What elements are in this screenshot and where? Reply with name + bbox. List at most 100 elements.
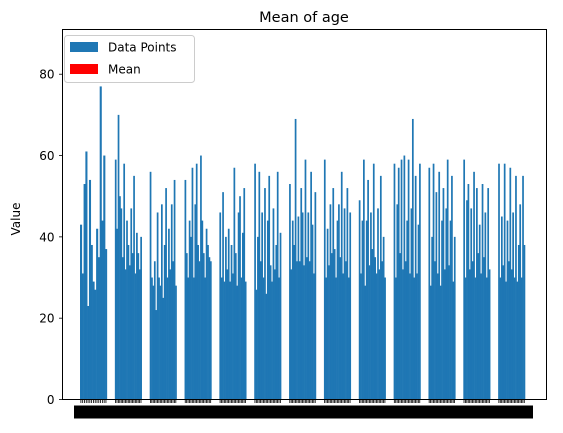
- data-bar: [505, 281, 507, 400]
- data-bar: [428, 167, 431, 400]
- data-bar: [435, 192, 438, 400]
- data-bar: [523, 244, 526, 400]
- data-bar: [138, 269, 141, 400]
- chart-title: Mean of age: [259, 10, 349, 26]
- data-bar: [333, 249, 336, 400]
- data-bar: [436, 273, 439, 400]
- data-bar: [445, 208, 448, 400]
- data-bar: [297, 216, 300, 400]
- data-bar: [237, 212, 240, 400]
- data-bar: [453, 236, 456, 400]
- data-bar: [128, 265, 131, 400]
- data-bar: [368, 265, 371, 400]
- data-bar: [499, 277, 502, 400]
- data-bar: [201, 220, 204, 400]
- data-bar: [117, 114, 120, 400]
- data-bar: [226, 269, 229, 400]
- data-bar: [396, 204, 399, 400]
- data-bar: [134, 273, 137, 400]
- data-bar: [375, 273, 378, 400]
- data-bar: [478, 224, 481, 400]
- data-bar: [406, 220, 409, 400]
- data-bar: [367, 179, 369, 400]
- data-bar: [325, 277, 328, 400]
- y-tick-label: 20: [39, 312, 54, 326]
- data-bar: [342, 273, 344, 400]
- data-bar: [130, 208, 133, 400]
- data-bar: [272, 208, 275, 400]
- legend-label-mean: Mean: [108, 63, 141, 77]
- data-bar: [448, 265, 450, 400]
- data-bar: [371, 249, 374, 400]
- data-bar: [222, 192, 224, 400]
- y-tick-label: 0: [47, 393, 55, 407]
- data-bar: [114, 159, 117, 400]
- data-bar: [432, 163, 435, 400]
- data-bar: [512, 212, 514, 400]
- data-bar: [508, 261, 510, 400]
- data-bar: [464, 277, 467, 400]
- data-bar: [94, 289, 97, 400]
- data-bar: [407, 159, 410, 400]
- data-bar: [304, 159, 307, 400]
- data-bar: [307, 212, 310, 400]
- data-bar: [208, 257, 211, 400]
- data-bar: [97, 257, 100, 400]
- data-bar: [158, 277, 160, 400]
- data-bar: [165, 188, 167, 400]
- data-bar: [230, 244, 233, 400]
- data-bar: [225, 236, 227, 400]
- data-bar: [119, 196, 121, 400]
- data-bar: [323, 159, 326, 400]
- data-bar: [105, 249, 108, 400]
- data-bar: [485, 277, 488, 400]
- bars-layer: [80, 86, 526, 400]
- data-bar: [363, 159, 365, 400]
- data-bar: [473, 171, 475, 400]
- data-bar: [236, 285, 239, 400]
- data-bar: [301, 212, 304, 400]
- data-bar: [417, 224, 420, 400]
- data-bar: [258, 171, 261, 400]
- data-bar: [262, 277, 265, 400]
- data-bar: [404, 261, 407, 400]
- data-bar: [411, 118, 414, 400]
- data-bar: [463, 159, 466, 400]
- data-bar: [429, 285, 432, 400]
- data-bar: [166, 277, 169, 400]
- data-bar: [403, 155, 406, 400]
- data-bar: [345, 261, 347, 400]
- data-bar: [266, 220, 269, 400]
- data-bar: [188, 220, 191, 400]
- data-bar: [173, 179, 176, 400]
- data-bar: [83, 184, 86, 400]
- y-tick-label: 60: [39, 149, 54, 163]
- data-bar: [204, 277, 207, 400]
- data-bar: [481, 184, 484, 400]
- data-bar: [520, 277, 523, 400]
- data-bar: [271, 281, 273, 400]
- data-bar: [136, 232, 138, 400]
- data-bar: [379, 175, 382, 400]
- data-bar: [184, 179, 187, 400]
- data-bar: [227, 228, 230, 400]
- data-bar: [169, 269, 172, 400]
- data-bar: [360, 273, 362, 400]
- y-axis-label: Value: [9, 203, 23, 236]
- data-bar: [488, 269, 491, 400]
- data-bar: [289, 184, 291, 400]
- data-bar: [149, 171, 152, 400]
- y-axis-ticks: 0 20 40 60 80: [39, 68, 63, 407]
- data-bar: [90, 244, 93, 400]
- data-bar: [471, 261, 474, 400]
- data-bar: [438, 171, 441, 400]
- data-bar: [400, 159, 403, 400]
- data-bar: [275, 244, 278, 400]
- data-bar: [293, 244, 296, 400]
- data-bar: [193, 277, 195, 400]
- data-bar: [522, 175, 524, 400]
- data-bar: [314, 192, 317, 400]
- data-bar: [161, 204, 163, 400]
- data-bar: [200, 155, 202, 400]
- data-bar: [278, 277, 280, 400]
